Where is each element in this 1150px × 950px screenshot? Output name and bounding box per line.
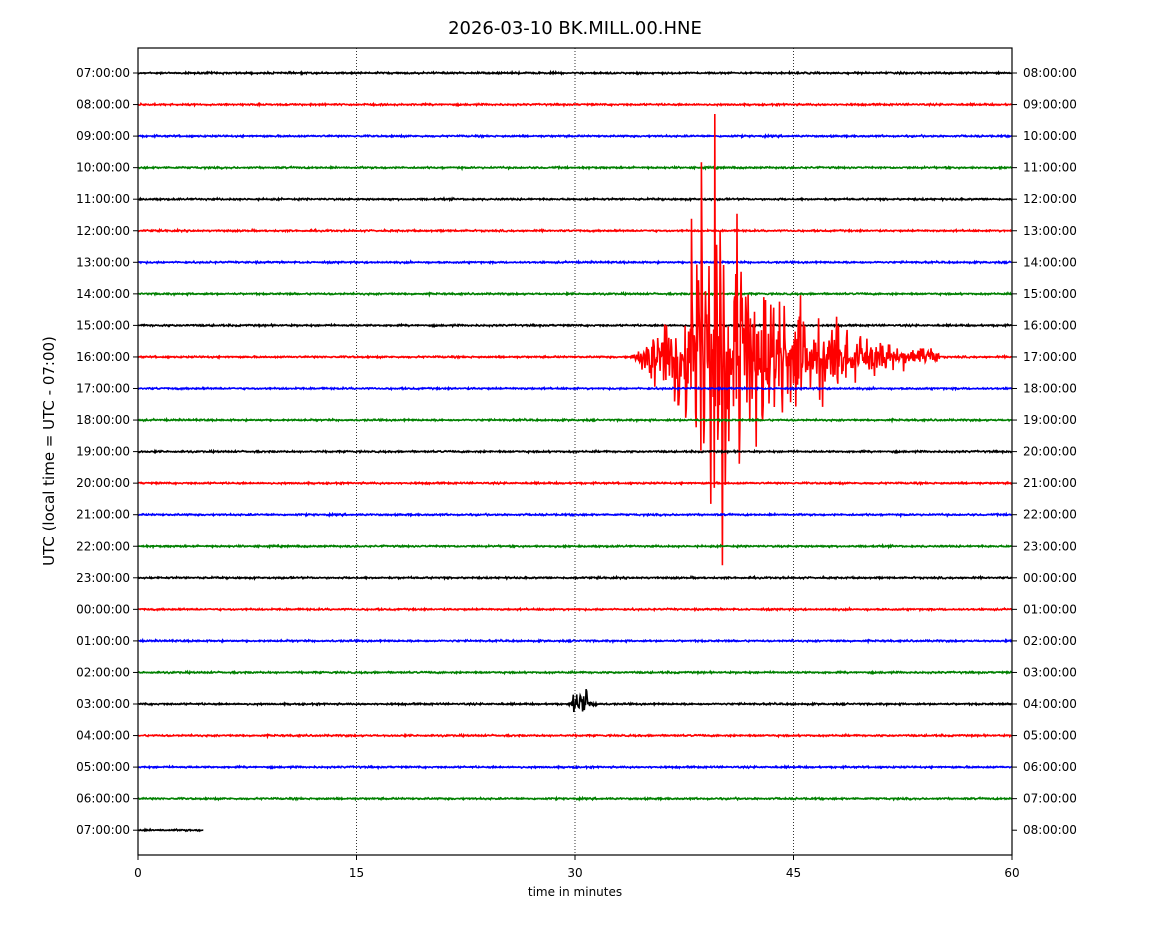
x-tick-label: 30: [567, 866, 582, 880]
left-tick-label: 02:00:00: [76, 665, 130, 679]
left-tick-label: 12:00:00: [76, 224, 130, 238]
right-tick-label: 16:00:00: [1023, 318, 1077, 332]
right-tick-label: 17:00:00: [1023, 350, 1077, 364]
right-tick-label: 05:00:00: [1023, 729, 1077, 743]
trace-00-00-00: [137, 606, 1013, 613]
trace-12-00-00: [137, 227, 1013, 234]
left-tick-label: 03:00:00: [76, 697, 130, 711]
trace-17-00-00: [137, 385, 1013, 392]
right-tick-label: 10:00:00: [1023, 129, 1077, 143]
grid-lines: [356, 48, 794, 855]
y-axis-label: UTC (local time = UTC - 07:00): [40, 336, 58, 566]
right-tick-label: 18:00:00: [1023, 382, 1077, 396]
right-tick-label: 12:00:00: [1023, 192, 1077, 206]
right-tick-label: 23:00:00: [1023, 539, 1077, 553]
trace-13-00-00: [137, 259, 1013, 266]
trace-18-00-00: [137, 416, 1013, 424]
left-tick-label: 14:00:00: [76, 287, 130, 301]
x-tick-label: 60: [1004, 866, 1019, 880]
left-tick-label: 22:00:00: [76, 539, 130, 553]
right-tick-label: 07:00:00: [1023, 792, 1077, 806]
x-tick-label: 0: [134, 866, 142, 880]
left-tick-label: 00:00:00: [76, 602, 130, 616]
trace-05-00-00: [137, 764, 1013, 771]
left-tick-label: 23:00:00: [76, 571, 130, 585]
trace-06-00-00: [137, 795, 1013, 802]
right-tick-label: 03:00:00: [1023, 665, 1077, 679]
left-tick-label: 18:00:00: [76, 413, 130, 427]
left-tick-label: 11:00:00: [76, 192, 130, 206]
left-tick-label: 15:00:00: [76, 318, 130, 332]
trace-15-00-00: [137, 322, 1013, 329]
left-tick-label: 13:00:00: [76, 255, 130, 269]
trace-09-00-00: [137, 133, 1013, 140]
x-tick-label: 15: [349, 866, 364, 880]
left-tick-label: 06:00:00: [76, 792, 130, 806]
right-tick-label: 20:00:00: [1023, 445, 1077, 459]
trace-07-00-00: [137, 69, 1013, 77]
left-tick-label: 17:00:00: [76, 382, 130, 396]
trace-19-00-00: [137, 448, 1013, 455]
left-tick-label: 21:00:00: [76, 508, 130, 522]
right-tick-label: 04:00:00: [1023, 697, 1077, 711]
trace-21-00-00: [137, 511, 1013, 519]
right-tick-label: 22:00:00: [1023, 508, 1077, 522]
trace-10-00-00: [137, 164, 1013, 172]
right-tick-label: 13:00:00: [1023, 224, 1077, 238]
trace-08-00-00: [137, 101, 1013, 108]
right-tick-label: 11:00:00: [1023, 161, 1077, 175]
x-tick-label: 45: [786, 866, 801, 880]
left-tick-label: 01:00:00: [76, 634, 130, 648]
trace-04-00-00: [137, 732, 1013, 740]
right-tick-label: 08:00:00: [1023, 66, 1077, 80]
x-axis-label: time in minutes: [528, 885, 622, 899]
right-tick-label: 00:00:00: [1023, 571, 1077, 585]
trace-01-00-00: [137, 637, 1013, 645]
trace-16-00-00: [137, 113, 1012, 566]
trace-23-00-00: [137, 574, 1013, 581]
right-axis-ticks: 08:00:00 09:00:00 10:00:00 11:00:00 12:00:00…: [1012, 66, 1077, 837]
right-tick-label: 15:00:00: [1023, 287, 1077, 301]
right-tick-label: 14:00:00: [1023, 255, 1077, 269]
left-tick-label: 05:00:00: [76, 760, 130, 774]
left-tick-label: 19:00:00: [76, 445, 130, 459]
left-axis-ticks: 07:00:00 08:00:00 09:00:00 10:00:00 11:00:00…: [76, 66, 138, 837]
left-tick-label: 09:00:00: [76, 129, 130, 143]
right-tick-label: 09:00:00: [1023, 98, 1077, 112]
right-tick-label: 19:00:00: [1023, 413, 1077, 427]
seismic-traces: [137, 69, 1013, 833]
left-tick-label: 04:00:00: [76, 729, 130, 743]
right-tick-label: 21:00:00: [1023, 476, 1077, 490]
left-tick-label: 07:00:00: [76, 823, 130, 837]
right-tick-label: 08:00:00: [1023, 823, 1077, 837]
x-axis-ticks: 0 15 30 45 60: [134, 855, 1020, 880]
left-tick-label: 08:00:00: [76, 98, 130, 112]
right-tick-label: 01:00:00: [1023, 602, 1077, 616]
trace-02-00-00: [137, 669, 1013, 676]
trace-03-00-00: [137, 688, 1013, 713]
left-tick-label: 10:00:00: [76, 161, 130, 175]
trace-22-00-00: [137, 542, 1013, 550]
trace-11-00-00: [137, 196, 1013, 203]
left-tick-label: 07:00:00: [76, 66, 130, 80]
left-tick-label: 20:00:00: [76, 476, 130, 490]
trace-07-00-00: [137, 827, 204, 833]
right-tick-label: 06:00:00: [1023, 760, 1077, 774]
trace-14-00-00: [137, 290, 1013, 298]
left-tick-label: 16:00:00: [76, 350, 130, 364]
chart-title: 2026-03-10 BK.MILL.00.HNE: [448, 18, 702, 39]
trace-20-00-00: [137, 480, 1013, 487]
right-tick-label: 02:00:00: [1023, 634, 1077, 648]
